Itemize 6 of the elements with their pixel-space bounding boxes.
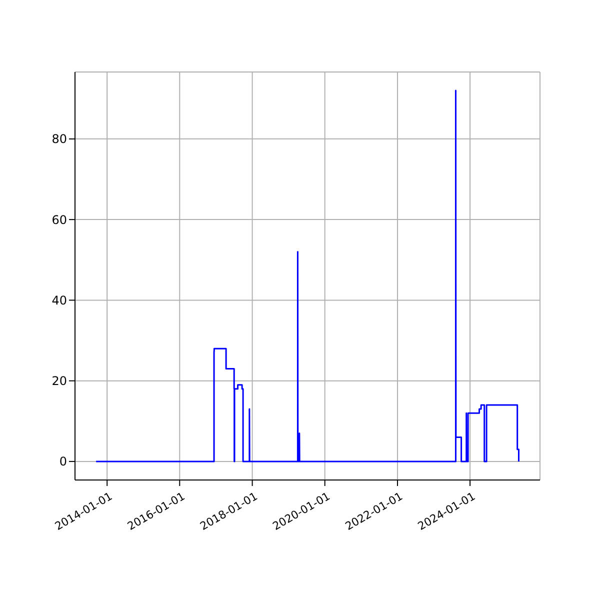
y-tick-label: 20: [52, 374, 67, 388]
y-tick-label: 60: [52, 212, 67, 227]
y-tick-label: 40: [52, 293, 67, 308]
line-series: [95, 90, 520, 462]
y-tick-label: 0: [59, 454, 67, 469]
y-tick-label: 80: [52, 132, 67, 146]
